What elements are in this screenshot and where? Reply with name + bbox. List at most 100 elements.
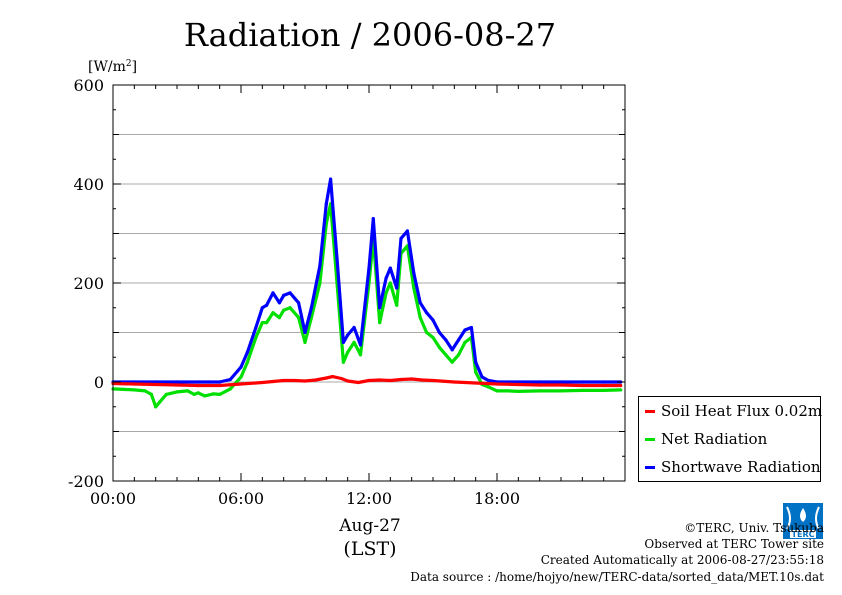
series-point xyxy=(175,380,179,384)
legend-swatch-soil xyxy=(645,409,655,413)
series-point xyxy=(384,291,388,295)
series-point xyxy=(412,271,416,275)
series-point xyxy=(418,316,422,320)
legend-label-soil: Soil Heat Flux 0.02m xyxy=(661,402,823,420)
series-point xyxy=(431,335,435,340)
y-axis: -200 0 200 400 600 xyxy=(68,76,625,491)
series-point xyxy=(452,380,456,384)
legend-swatch-net xyxy=(645,437,655,441)
series-point xyxy=(254,335,258,340)
y-tick-label: -200 xyxy=(68,472,104,491)
legend-item-soil-heat-flux: Soil Heat Flux 0.02m xyxy=(645,401,822,421)
series-point xyxy=(207,380,211,384)
series-point xyxy=(271,379,275,384)
series-point xyxy=(331,374,335,379)
y-tick-label: 0 xyxy=(94,373,104,392)
series-point xyxy=(303,340,307,344)
series-point xyxy=(463,328,467,332)
series-point xyxy=(469,325,473,330)
series-point xyxy=(602,380,606,384)
series-point xyxy=(271,311,275,315)
series-point xyxy=(378,378,382,382)
series-point xyxy=(282,378,286,383)
legend-swatch-shortwave xyxy=(645,465,655,469)
x-axis: 00:00 06:00 12:00 18:00 xyxy=(90,85,626,508)
series-point xyxy=(239,365,243,369)
series-point xyxy=(352,340,356,344)
series-point xyxy=(559,380,563,384)
x-tick-label: 18:00 xyxy=(474,489,520,508)
series-point xyxy=(314,378,318,382)
x-tick-label: 06:00 xyxy=(218,489,264,508)
x-axis-date: Aug-27 xyxy=(338,516,400,536)
series-point xyxy=(158,400,162,404)
y-axis-unit: [W/m2] xyxy=(88,59,137,75)
series-point xyxy=(367,378,371,383)
series-point xyxy=(425,330,429,335)
series-point xyxy=(602,383,606,388)
series-point xyxy=(324,376,328,380)
series-point xyxy=(516,382,520,387)
series-point xyxy=(196,391,200,395)
series-point xyxy=(282,293,286,297)
series-point xyxy=(399,377,403,382)
series-point xyxy=(303,330,307,335)
series-point xyxy=(292,378,296,383)
series-point xyxy=(154,405,158,409)
series-point xyxy=(260,380,264,385)
series-point xyxy=(580,383,584,388)
series-line-shortwave-radiation xyxy=(113,177,621,384)
series-point xyxy=(495,382,499,386)
series-point xyxy=(203,394,207,398)
series-point xyxy=(254,325,258,330)
series-point xyxy=(265,321,269,325)
legend-item-net-radiation: Net Radiation xyxy=(645,429,767,449)
series-point xyxy=(538,389,542,393)
series-point xyxy=(516,380,520,384)
series-point xyxy=(352,325,356,330)
series-point xyxy=(580,380,584,384)
series-point xyxy=(474,370,478,374)
series-point xyxy=(580,388,584,393)
series-point xyxy=(486,378,491,383)
series-point xyxy=(132,388,136,392)
logo-text: TERC xyxy=(792,530,815,539)
series-point xyxy=(154,380,158,384)
series-point xyxy=(239,382,243,386)
series-point xyxy=(444,338,448,342)
series-point xyxy=(277,301,281,305)
series-line-soil-heat-flux-0-02m xyxy=(112,375,621,388)
series-point xyxy=(132,382,136,386)
series-point xyxy=(297,301,301,305)
series-point xyxy=(486,385,491,389)
series-point xyxy=(218,380,222,384)
series-point xyxy=(324,202,328,206)
series-point xyxy=(211,392,215,396)
series-point xyxy=(431,318,435,322)
chart-title: Radiation / 2006-08-27 xyxy=(184,16,556,54)
series-point xyxy=(260,306,264,310)
series-point xyxy=(277,316,281,320)
series-point xyxy=(175,383,179,387)
series-point xyxy=(329,177,333,181)
legend-item-shortwave-radiation: Shortwave Radiation xyxy=(645,457,821,477)
series-point xyxy=(260,321,264,325)
series-point xyxy=(463,340,467,344)
series-point xyxy=(341,360,345,364)
chart-legend: Soil Heat Flux 0.02m Net Radiation Short… xyxy=(638,396,822,482)
series-point xyxy=(175,390,179,394)
series-point xyxy=(297,316,301,320)
plot-area xyxy=(111,177,623,409)
series-point xyxy=(309,306,313,310)
x-tick-label: 12:00 xyxy=(346,489,392,508)
series-point xyxy=(410,377,414,381)
series-point xyxy=(405,229,409,233)
credit-copyright: ©TERC, Univ. Tsukuba xyxy=(684,521,824,535)
series-point xyxy=(425,311,429,315)
series-point xyxy=(367,266,371,270)
series-point xyxy=(457,338,461,342)
series-point xyxy=(122,387,126,392)
series-point xyxy=(450,348,454,352)
series-point xyxy=(474,360,478,364)
legend-label-shortwave: Shortwave Radiation xyxy=(661,458,821,476)
